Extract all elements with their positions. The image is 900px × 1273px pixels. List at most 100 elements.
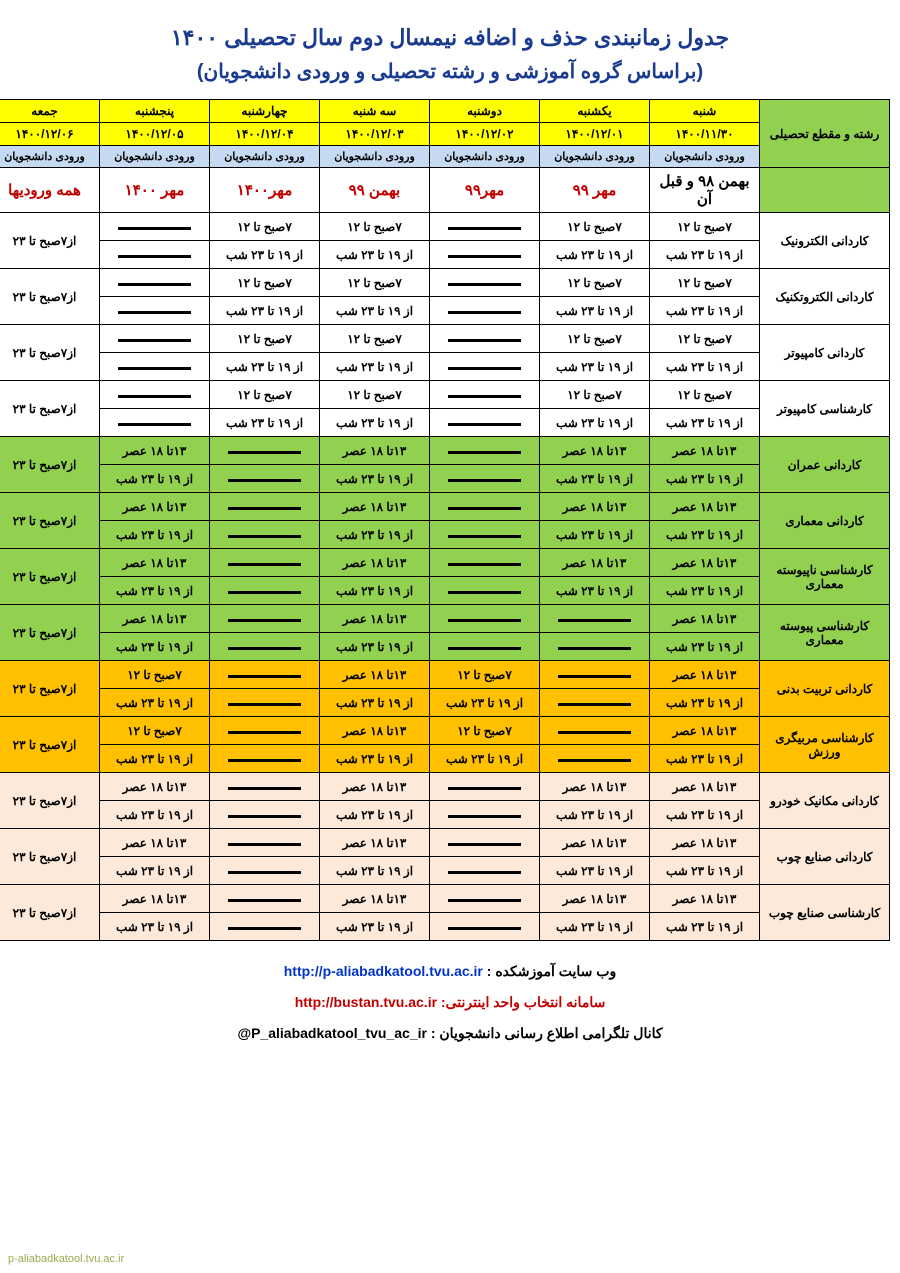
- cell: ۱۴۰۰/۱۱/۳۰: [650, 123, 760, 146]
- cell: ۷صبح تا ۱۲: [210, 269, 320, 297]
- cell: ۷صبح تا ۱۲: [650, 213, 760, 241]
- cell: ۷صبح تا ۱۲: [210, 325, 320, 353]
- cell: از ۱۹ تا ۲۳ شب: [540, 857, 650, 885]
- cell: [210, 913, 320, 941]
- cell: [210, 493, 320, 521]
- cell: [210, 521, 320, 549]
- cell: ۷صبح تا ۱۲: [650, 325, 760, 353]
- cell: [210, 605, 320, 633]
- cell: رشته و مقطع تحصیلی: [760, 100, 890, 168]
- cell: ورودی دانشجویان: [430, 146, 540, 168]
- cell: کارشناسی صنایع چوب: [760, 885, 890, 941]
- cell: [100, 213, 210, 241]
- cell: از ۱۹ تا ۲۳ شب: [210, 297, 320, 325]
- cell: از۷صبح تا ۲۳: [0, 269, 100, 325]
- cell: ۱۳تا ۱۸ عصر: [100, 829, 210, 857]
- cell: [430, 801, 540, 829]
- cell: [210, 773, 320, 801]
- cell: ۱۳تا ۱۸ عصر: [540, 437, 650, 465]
- cell: از ۱۹ تا ۲۳ شب: [540, 353, 650, 381]
- cell: از ۱۹ تا ۲۳ شب: [650, 521, 760, 549]
- cell: [430, 297, 540, 325]
- cell: مهر۹۹: [430, 168, 540, 213]
- cell: ۱۳تا ۱۸ عصر: [320, 605, 430, 633]
- cell: [430, 633, 540, 661]
- cell: [430, 885, 540, 913]
- cell: ۱۳تا ۱۸ عصر: [650, 437, 760, 465]
- cell: ۱۴۰۰/۱۲/۰۲: [430, 123, 540, 146]
- cell: ۱۳تا ۱۸ عصر: [100, 437, 210, 465]
- cell: کاردانی تربیت بدنی: [760, 661, 890, 717]
- cell: از ۱۹ تا ۲۳ شب: [650, 633, 760, 661]
- cell: [430, 493, 540, 521]
- selection-label: سامانه انتخاب واحد اینترنتی:: [441, 994, 605, 1010]
- cell: از ۱۹ تا ۲۳ شب: [100, 465, 210, 493]
- cell: یکشنبه: [540, 100, 650, 123]
- cell: از ۱۹ تا ۲۳ شب: [320, 241, 430, 269]
- cell: از ۱۹ تا ۲۳ شب: [100, 689, 210, 717]
- cell: مهر ۱۴۰۰: [100, 168, 210, 213]
- cell: [210, 437, 320, 465]
- cell: ورودی دانشجویان: [210, 146, 320, 168]
- cell: ۱۳تا ۱۸ عصر: [320, 549, 430, 577]
- cell: [210, 717, 320, 745]
- cell: [100, 269, 210, 297]
- cell: از۷صبح تا ۲۳: [0, 437, 100, 493]
- cell: از ۱۹ تا ۲۳ شب: [650, 577, 760, 605]
- cell: از ۱۹ تا ۲۳ شب: [320, 297, 430, 325]
- cell: کاردانی صنایع چوب: [760, 829, 890, 885]
- cell: از ۱۹ تا ۲۳ شب: [540, 801, 650, 829]
- cell: [430, 269, 540, 297]
- cell: [430, 521, 540, 549]
- cell: بهمن ۹۹: [320, 168, 430, 213]
- cell: کاردانی مکانیک خودرو: [760, 773, 890, 829]
- cell: ورودی دانشجویان: [320, 146, 430, 168]
- cell: ۷صبح تا ۱۲: [320, 269, 430, 297]
- cell: [540, 689, 650, 717]
- cell: [540, 717, 650, 745]
- cell: [210, 829, 320, 857]
- cell: از ۱۹ تا ۲۳ شب: [320, 577, 430, 605]
- cell: ۱۳تا ۱۸ عصر: [650, 717, 760, 745]
- cell: [430, 605, 540, 633]
- cell: از ۱۹ تا ۲۳ شب: [430, 745, 540, 773]
- cell: [760, 168, 890, 213]
- cell: [430, 437, 540, 465]
- cell: از ۱۹ تا ۲۳ شب: [320, 521, 430, 549]
- cell: ۷صبح تا ۱۲: [100, 661, 210, 689]
- cell: ۱۳تا ۱۸ عصر: [100, 885, 210, 913]
- cell: ورودی دانشجویان: [0, 146, 100, 168]
- cell: ۱۳تا ۱۸ عصر: [100, 549, 210, 577]
- cell: کاردانی عمران: [760, 437, 890, 493]
- cell: از ۱۹ تا ۲۳ شب: [650, 353, 760, 381]
- website-url: http://p-aliabadkatool.tvu.ac.ir: [284, 963, 483, 979]
- cell: از ۱۹ تا ۲۳ شب: [540, 465, 650, 493]
- cell: [100, 381, 210, 409]
- cell: ورودی دانشجویان: [100, 146, 210, 168]
- cell: [100, 241, 210, 269]
- cell: [430, 213, 540, 241]
- cell: [540, 745, 650, 773]
- cell: ۷صبح تا ۱۲: [540, 381, 650, 409]
- cell: از۷صبح تا ۲۳: [0, 605, 100, 661]
- cell: از ۱۹ تا ۲۳ شب: [650, 465, 760, 493]
- cell: کاردانی کامپیوتر: [760, 325, 890, 381]
- cell: از ۱۹ تا ۲۳ شب: [100, 745, 210, 773]
- cell: از ۱۹ تا ۲۳ شب: [320, 913, 430, 941]
- cell: کارشناسی ناپیوسته معماری: [760, 549, 890, 605]
- cell: ۷صبح تا ۱۲: [430, 661, 540, 689]
- cell: ۷صبح تا ۱۲: [430, 717, 540, 745]
- cell: از۷صبح تا ۲۳: [0, 325, 100, 381]
- cell: از ۱۹ تا ۲۳ شب: [540, 913, 650, 941]
- cell: [210, 661, 320, 689]
- cell: کارشناسی کامپیوتر: [760, 381, 890, 437]
- cell: ۷صبح تا ۱۲: [320, 325, 430, 353]
- cell: از ۱۹ تا ۲۳ شب: [320, 689, 430, 717]
- cell: [430, 381, 540, 409]
- website-label: وب سایت آموزشکده :: [487, 963, 616, 979]
- cell: از ۱۹ تا ۲۳ شب: [430, 689, 540, 717]
- cell: کارشناسی پیوسته معماری: [760, 605, 890, 661]
- cell: از ۱۹ تا ۲۳ شب: [650, 297, 760, 325]
- cell: از۷صبح تا ۲۳: [0, 381, 100, 437]
- cell: [100, 325, 210, 353]
